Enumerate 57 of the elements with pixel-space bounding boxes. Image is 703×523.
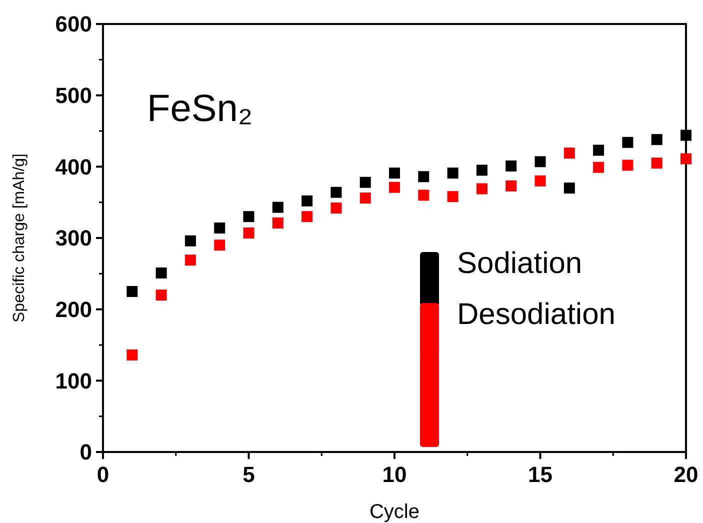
point [651, 158, 662, 169]
point [243, 211, 254, 222]
point [126, 286, 138, 297]
point [184, 235, 196, 246]
point [418, 190, 430, 201]
point [156, 290, 167, 301]
point [302, 211, 313, 222]
point [506, 180, 517, 192]
y-tick-label: 0 [80, 440, 92, 465]
point [447, 168, 458, 179]
y-tick-label: 600 [55, 12, 92, 37]
point [564, 182, 575, 194]
y-tick-label: 300 [55, 226, 92, 251]
point [651, 134, 662, 146]
point [360, 176, 371, 188]
y-tick-label: 400 [55, 154, 92, 180]
point [680, 153, 692, 164]
point [126, 349, 138, 360]
point [593, 162, 604, 173]
point [360, 192, 371, 204]
point [330, 202, 342, 214]
point [593, 144, 604, 156]
point [447, 191, 458, 202]
x-tick-label: 5 [242, 462, 255, 487]
x-tick-label: 0 [96, 462, 110, 487]
point [622, 160, 634, 171]
point [272, 202, 284, 213]
point [184, 254, 196, 266]
point [214, 240, 226, 251]
point [622, 136, 634, 148]
y-tick-label: 500 [55, 83, 92, 108]
point [506, 160, 517, 172]
x-tick-label: 20 [674, 462, 698, 487]
point [302, 195, 313, 206]
point [476, 164, 488, 176]
point [564, 148, 575, 159]
point [330, 186, 342, 198]
point [272, 218, 284, 229]
point [214, 222, 226, 234]
x-tick-label: 15 [528, 462, 552, 487]
point [389, 168, 400, 179]
legend-label: Sodiation [457, 247, 582, 280]
x-axis-title: Cycle [369, 501, 420, 523]
point [476, 183, 488, 194]
point [243, 228, 254, 239]
y-tick-label: 200 [55, 297, 92, 322]
point [156, 267, 167, 278]
point [680, 130, 692, 141]
legend-label: Desodiation [457, 298, 616, 331]
x-tick-label: 10 [382, 462, 407, 487]
y-tick-label: 100 [55, 368, 92, 394]
text: FeSn₂ [147, 88, 253, 130]
point [389, 182, 400, 193]
point [418, 171, 430, 182]
point [534, 156, 546, 168]
point [534, 175, 546, 186]
y-axis-title: Specific charge [mAh/g] [11, 154, 28, 322]
